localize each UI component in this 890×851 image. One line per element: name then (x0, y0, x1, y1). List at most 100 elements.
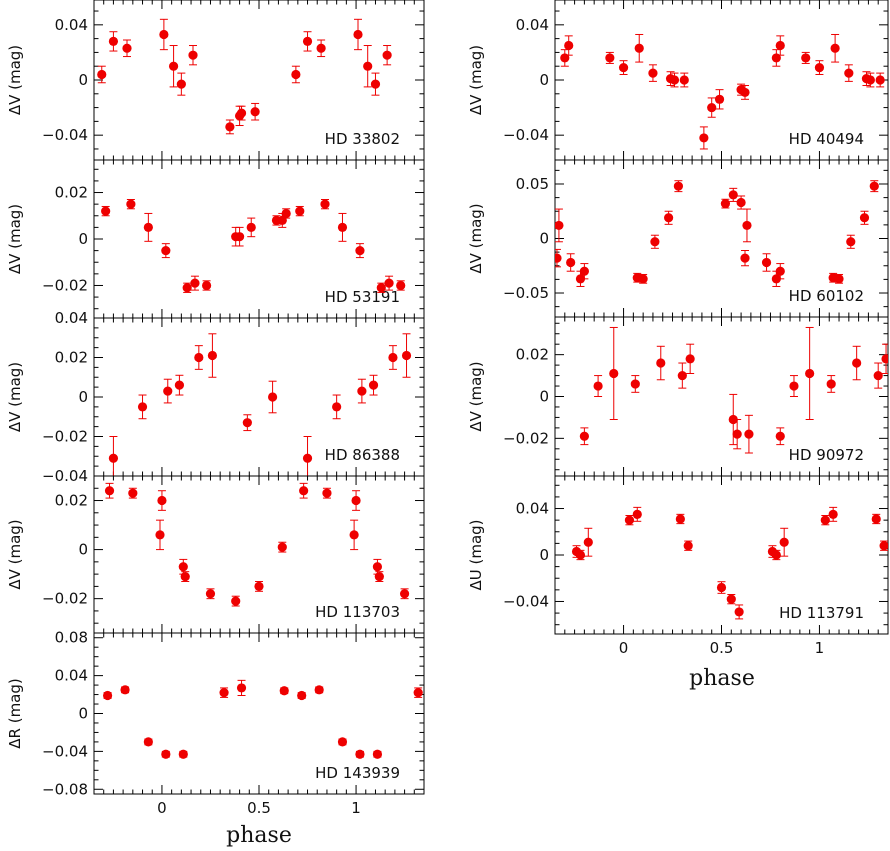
data-point (789, 375, 799, 397)
marker (302, 453, 313, 463)
y-axis-label: ΔR (mag) (6, 678, 24, 748)
data-point (159, 18, 169, 51)
series-hd-90972 (579, 326, 888, 454)
marker (281, 208, 291, 219)
y-axis-label: ΔV (mag) (6, 519, 24, 589)
data-point (609, 326, 619, 421)
y-tick-label: 0 (539, 546, 549, 564)
marker (579, 431, 589, 441)
marker (726, 594, 736, 604)
data-point (297, 690, 307, 701)
data-point (337, 212, 348, 242)
data-point (775, 263, 785, 280)
y-tick-label: −0.05 (503, 284, 549, 302)
marker (869, 181, 879, 191)
data-point (291, 65, 301, 84)
y-tick-label: 0.04 (516, 500, 549, 518)
y-axis-label: ΔV (mag) (467, 203, 485, 273)
marker (679, 75, 689, 85)
data-point (157, 490, 167, 511)
marker (267, 392, 278, 402)
marker (593, 381, 603, 391)
y-tick-label: 0 (78, 230, 88, 248)
data-point (875, 72, 885, 88)
marker (194, 352, 204, 363)
x-tick-label: 0 (157, 799, 167, 817)
star-label-hd-90972: HD 90972 (789, 446, 864, 464)
marker (771, 550, 781, 560)
marker (126, 199, 136, 209)
data-point (834, 273, 844, 284)
marker (219, 688, 229, 698)
marker (865, 75, 875, 85)
data-point (180, 571, 190, 582)
marker (775, 266, 785, 276)
y-tick-label: 0 (78, 71, 88, 89)
data-point (108, 436, 119, 476)
data-point (720, 198, 731, 209)
marker (605, 53, 615, 63)
marker (844, 68, 854, 78)
marker (685, 354, 695, 364)
y-tick-label: −0.04 (503, 126, 549, 144)
y-tick-label: −0.04 (42, 467, 88, 485)
data-point (349, 519, 359, 551)
marker (638, 274, 648, 284)
marker (801, 53, 811, 63)
data-point (771, 549, 781, 561)
data-point (881, 343, 888, 374)
star-label-hd-86388: HD 86388 (325, 446, 400, 464)
marker (388, 352, 398, 363)
data-point (826, 375, 836, 393)
data-point (605, 51, 615, 64)
data-point (104, 482, 115, 499)
data-point (201, 280, 212, 291)
data-point (716, 581, 727, 594)
data-point (401, 333, 412, 378)
data-point (295, 205, 305, 217)
data-point (879, 540, 888, 551)
marker (814, 62, 825, 73)
marker (102, 690, 113, 701)
marker (155, 530, 165, 540)
marker (707, 102, 717, 113)
marker (250, 107, 260, 117)
marker (299, 486, 309, 496)
data-point (744, 414, 754, 454)
marker (828, 509, 838, 519)
x-axis-title-right: phase (689, 666, 755, 691)
data-point (801, 51, 811, 64)
data-point (560, 49, 570, 67)
marker (363, 61, 373, 71)
marker (157, 495, 167, 506)
y-tick-label: −0.02 (42, 590, 88, 608)
data-point (844, 64, 854, 82)
marker (178, 562, 188, 572)
y-tick-label: 0.02 (55, 349, 88, 367)
marker (351, 495, 361, 506)
marker (120, 685, 130, 695)
series-hd-113791 (571, 506, 888, 620)
marker (207, 350, 218, 361)
star-label-hd-113703: HD 113703 (315, 603, 400, 621)
data-point (618, 60, 629, 75)
marker (376, 283, 386, 293)
data-point (102, 690, 113, 701)
y-tick-label: 0.04 (55, 309, 88, 327)
marker (161, 246, 171, 256)
star-label-hd-40494: HD 40494 (789, 130, 864, 148)
marker (820, 515, 830, 525)
marker (879, 541, 888, 551)
marker (372, 749, 383, 759)
marker (291, 69, 301, 80)
data-point (736, 195, 746, 210)
marker (675, 514, 685, 524)
marker (188, 50, 198, 60)
marker (683, 541, 693, 551)
marker (740, 87, 750, 98)
marker (128, 488, 138, 498)
data-point (384, 275, 394, 291)
data-point (219, 687, 229, 698)
data-point (316, 39, 326, 58)
data-point (775, 35, 785, 56)
